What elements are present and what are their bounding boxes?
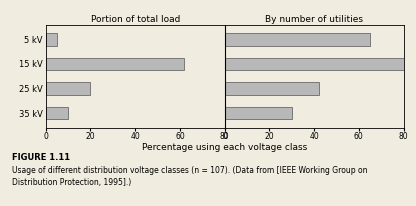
Bar (225, 33, 370, 46)
Text: Usage of different distribution voltage classes (n = 107). (Data from [IEEE Work: Usage of different distribution voltage … (12, 166, 368, 187)
Bar (46, 107, 68, 119)
Bar (225, 58, 416, 70)
Text: FIGURE 1.11: FIGURE 1.11 (12, 153, 71, 163)
Text: Percentage using each voltage class: Percentage using each voltage class (142, 143, 307, 152)
Bar (46, 58, 184, 70)
Bar (225, 107, 292, 119)
Bar (46, 33, 57, 46)
Title: Portion of total load: Portion of total load (91, 15, 180, 24)
Bar (225, 82, 319, 95)
Bar (46, 82, 91, 95)
Title: By number of utilities: By number of utilities (265, 15, 363, 24)
